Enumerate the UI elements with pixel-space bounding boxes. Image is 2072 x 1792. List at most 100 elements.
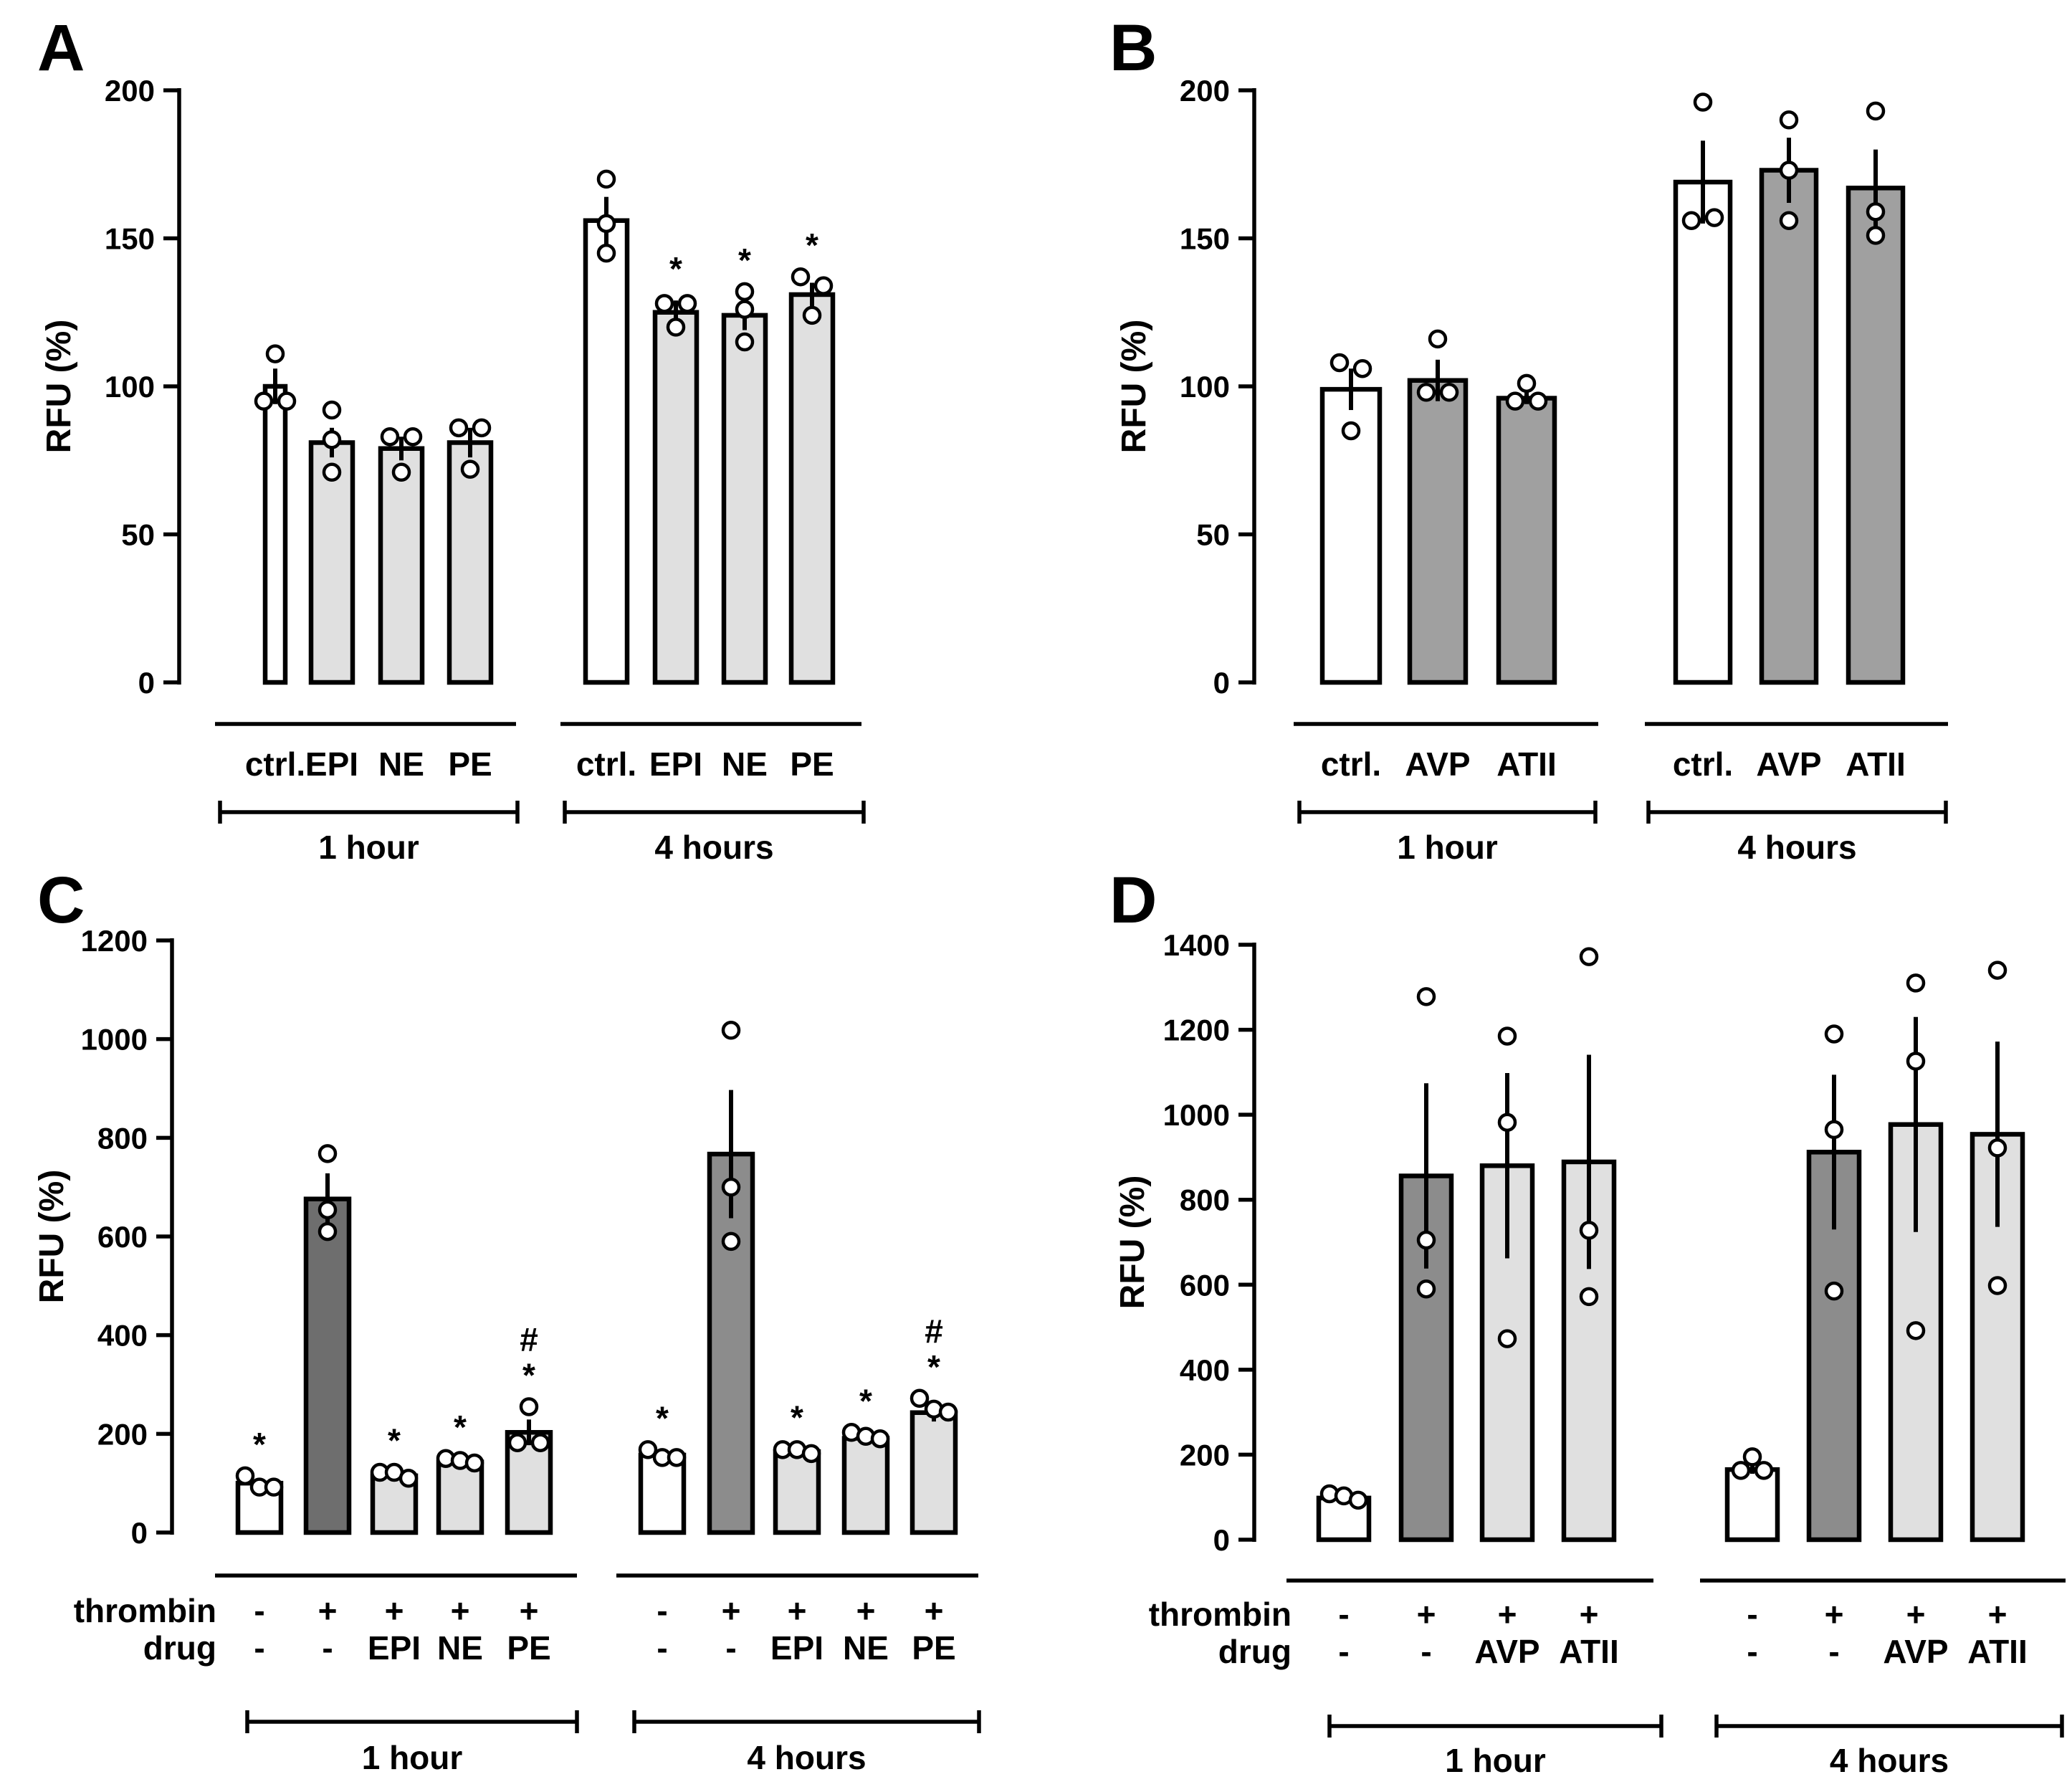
- thrombin-sign: -: [254, 1592, 264, 1629]
- data-point: [1779, 161, 1799, 180]
- significance-asterisk: *: [806, 227, 818, 264]
- data-point: [318, 1144, 338, 1163]
- category-label: NE: [378, 745, 424, 783]
- data-point: [1906, 1321, 1926, 1340]
- data-point: [721, 1231, 741, 1252]
- drug-label: NE: [843, 1629, 889, 1667]
- bar: [1724, 1467, 1780, 1543]
- y-tick-label: 0: [138, 666, 155, 700]
- y-tick-label: 600: [97, 1220, 148, 1254]
- data-point: [254, 391, 274, 411]
- bar: [652, 310, 700, 685]
- data-point: [460, 459, 480, 479]
- thrombin-sign: +: [451, 1592, 470, 1629]
- data-point: [1779, 211, 1799, 230]
- data-point: [735, 282, 755, 302]
- drug-label: -: [1421, 1633, 1431, 1670]
- thrombin-sign: -: [1747, 1596, 1757, 1633]
- data-point: [1497, 1026, 1517, 1046]
- y-tick-label: 1000: [1163, 1098, 1230, 1132]
- data-point: [1505, 391, 1525, 411]
- data-point: [1866, 202, 1886, 221]
- category-label: EPI: [305, 745, 358, 783]
- data-point: [403, 426, 423, 447]
- significance-asterisk: *: [791, 1399, 803, 1436]
- category-label: AVP: [1405, 745, 1470, 783]
- bar: [1846, 186, 1906, 685]
- data-point: [277, 391, 297, 411]
- data-point: [398, 1469, 419, 1488]
- significance-asterisk: *: [656, 1399, 669, 1436]
- y-tick-label: 0: [1213, 666, 1230, 700]
- data-point: [596, 214, 616, 234]
- thrombin-sign: +: [1988, 1596, 2007, 1633]
- panel-label: C: [37, 864, 85, 937]
- thrombin-sign: +: [788, 1592, 807, 1629]
- thrombin-sign: +: [856, 1592, 876, 1629]
- data-point: [449, 418, 469, 438]
- data-point: [264, 1477, 284, 1497]
- y-tick-label: 800: [97, 1121, 148, 1155]
- drug-label: ATII: [1967, 1633, 2027, 1670]
- bar: [308, 440, 355, 685]
- drug-label: -: [254, 1629, 264, 1667]
- category-label: EPI: [649, 745, 702, 783]
- category-label: NE: [722, 745, 768, 783]
- data-point: [464, 1453, 484, 1473]
- data-point: [1824, 1024, 1844, 1044]
- significance-asterisk: *: [522, 1356, 535, 1393]
- y-tick-label: 0: [131, 1516, 148, 1550]
- y-tick-label: 150: [1180, 222, 1230, 256]
- bar: [1759, 168, 1819, 685]
- data-point: [1579, 947, 1599, 966]
- significance-asterisk: *: [669, 250, 682, 287]
- data-point: [1528, 391, 1548, 411]
- drug-label: -: [1828, 1633, 1839, 1670]
- data-point: [1352, 358, 1372, 378]
- bar: [1398, 1173, 1454, 1543]
- bar: [721, 313, 768, 685]
- significance-asterisk: *: [738, 242, 751, 279]
- data-point: [1779, 110, 1799, 130]
- category-label: ATII: [1496, 745, 1556, 783]
- y-axis-title: RFU (%): [40, 320, 78, 454]
- data-point: [391, 462, 411, 482]
- data-point: [1693, 92, 1713, 112]
- category-label: ATII: [1846, 745, 1905, 783]
- bar: [910, 1410, 958, 1535]
- drug-label: -: [1747, 1633, 1757, 1670]
- panel-label: A: [37, 11, 85, 85]
- data-point: [1341, 421, 1361, 441]
- drug-label: PE: [507, 1629, 550, 1667]
- panel-b: B 0 50 100 150 200 RFU (%) ctrl. AVP ATII ctrl. AVP…: [1109, 11, 1948, 866]
- data-point: [1906, 1052, 1926, 1071]
- y-axis-title: RFU (%): [33, 1170, 71, 1304]
- data-point: [735, 300, 755, 319]
- bar: [1407, 378, 1469, 685]
- data-point: [721, 1021, 741, 1040]
- data-point: [1517, 373, 1537, 394]
- data-point: [1681, 211, 1701, 230]
- thrombin-sign: +: [1498, 1596, 1517, 1633]
- bar: [788, 292, 836, 685]
- data-point: [813, 276, 834, 295]
- data-point: [667, 1448, 687, 1467]
- data-point: [666, 318, 686, 337]
- data-point: [472, 418, 492, 438]
- drug-label: EPI: [770, 1629, 823, 1667]
- data-point: [1987, 1138, 2007, 1158]
- bar: [583, 218, 630, 685]
- thrombin-sign: -: [1338, 1596, 1349, 1633]
- y-tick-label: 1200: [1163, 1014, 1230, 1047]
- data-point: [322, 430, 342, 449]
- significance-asterisk: *: [454, 1409, 467, 1446]
- group-label: 4 hours: [654, 829, 773, 866]
- row-label-drug: drug: [1218, 1633, 1292, 1670]
- y-tick-label: 50: [121, 518, 155, 552]
- drug-label: PE: [912, 1629, 955, 1667]
- thrombin-sign: -: [657, 1592, 667, 1629]
- group-label: 1 hour: [362, 1739, 463, 1776]
- y-tick-label: 200: [1180, 74, 1230, 108]
